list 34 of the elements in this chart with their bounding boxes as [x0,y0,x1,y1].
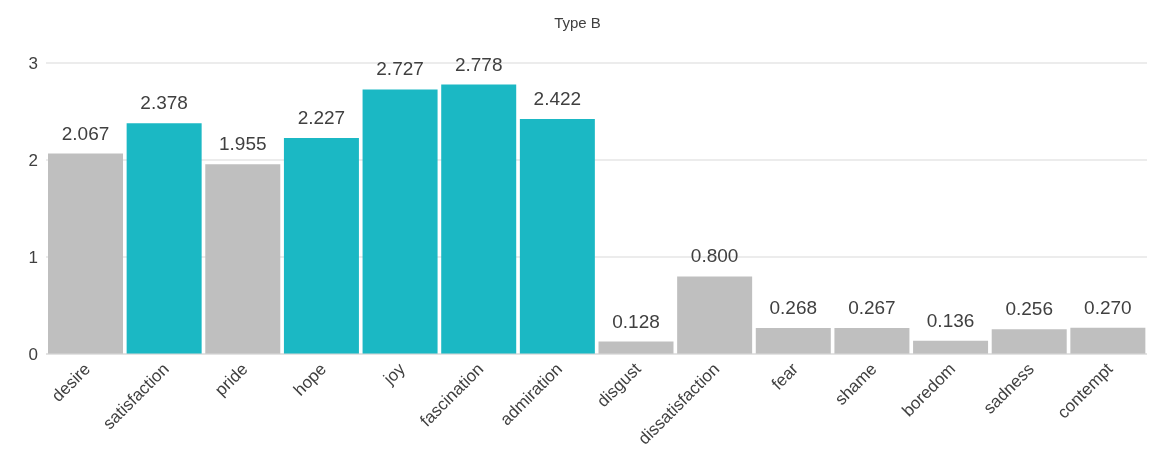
bar [913,340,989,354]
y-tick-label: 3 [28,54,38,74]
data-label: 2.422 [533,88,582,110]
data-label: 0.128 [612,310,660,332]
bar [519,119,595,354]
bar [991,329,1067,354]
data-label: 0.267 [848,297,896,319]
data-label: 0.268 [769,297,818,318]
data-label: 0.136 [926,309,975,331]
bar [1070,327,1146,354]
y-tick-label: 0 [28,345,38,365]
x-tick-label: joy [379,359,410,389]
bar [362,89,438,354]
bar [48,153,123,354]
data-label: 0.270 [1084,296,1132,318]
x-tick-label: fear [767,359,803,394]
bar [205,164,281,354]
data-label: 0.256 [1005,298,1053,320]
data-label: 2.727 [376,58,424,80]
bar [126,123,202,354]
bar [441,84,517,354]
data-label: 2.067 [61,122,110,144]
data-label: 0.800 [690,245,739,267]
bar [283,137,359,354]
bar [755,328,831,354]
bar [677,276,753,354]
y-tick-label: 2 [28,151,38,171]
y-tick-label: 1 [28,248,38,268]
data-label: 2.378 [140,92,188,114]
chart-title: Type B [553,14,602,31]
bar [834,328,910,354]
data-label: 2.227 [297,106,346,128]
data-label: 2.778 [454,53,503,75]
data-label: 1.955 [219,133,267,155]
